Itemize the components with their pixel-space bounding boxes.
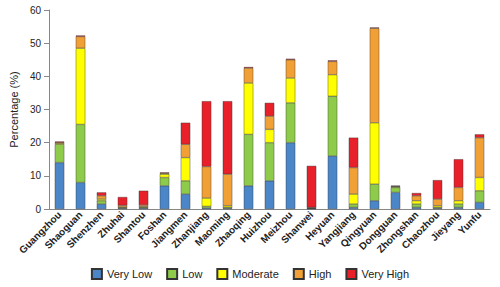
svg-text:Shantou: Shantou — [111, 209, 148, 246]
svg-text:Yunfu: Yunfu — [456, 209, 483, 236]
svg-text:Shanwei: Shanwei — [279, 209, 316, 246]
svg-text:Shenzhen: Shenzhen — [64, 209, 106, 251]
svg-text:Low: Low — [182, 268, 202, 280]
svg-text:Heyuan: Heyuan — [303, 209, 337, 243]
svg-text:10: 10 — [30, 170, 42, 181]
svg-text:Very Low: Very Low — [107, 268, 152, 280]
svg-text:Foshan: Foshan — [135, 209, 169, 242]
svg-text:Qingyuan: Qingyuan — [338, 209, 379, 250]
svg-text:Shaoguan: Shaoguan — [42, 209, 85, 251]
svg-text:Zhaoqing: Zhaoqing — [212, 209, 253, 249]
svg-text:40: 40 — [30, 71, 42, 82]
svg-text:0: 0 — [35, 204, 41, 215]
svg-text:Zhuhai: Zhuhai — [95, 209, 127, 240]
svg-text:Zhongshan: Zhongshan — [374, 209, 421, 255]
svg-text:Maoming: Maoming — [192, 209, 232, 248]
svg-text:30: 30 — [30, 104, 42, 115]
svg-text:Meizhou: Meizhou — [258, 209, 295, 246]
svg-text:50: 50 — [30, 38, 42, 49]
svg-text:Chaozhou: Chaozhou — [399, 209, 442, 251]
svg-text:Jieyang: Jieyang — [428, 209, 463, 244]
svg-text:Zhanjiang: Zhanjiang — [169, 209, 211, 251]
svg-text:Guangzhou: Guangzhou — [16, 209, 64, 256]
svg-text:20: 20 — [30, 137, 42, 148]
svg-text:High: High — [309, 268, 332, 280]
svg-text:Moderate: Moderate — [232, 268, 278, 280]
svg-text:Jiangmen: Jiangmen — [148, 209, 190, 250]
svg-text:Huizhou: Huizhou — [237, 209, 274, 245]
svg-text:Percentage (%): Percentage (%) — [8, 71, 20, 147]
svg-text:Very High: Very High — [361, 268, 409, 280]
svg-text:Dongguan: Dongguan — [356, 209, 400, 252]
svg-text:Yangjiang: Yangjiang — [316, 209, 358, 251]
svg-text:60: 60 — [30, 5, 42, 16]
